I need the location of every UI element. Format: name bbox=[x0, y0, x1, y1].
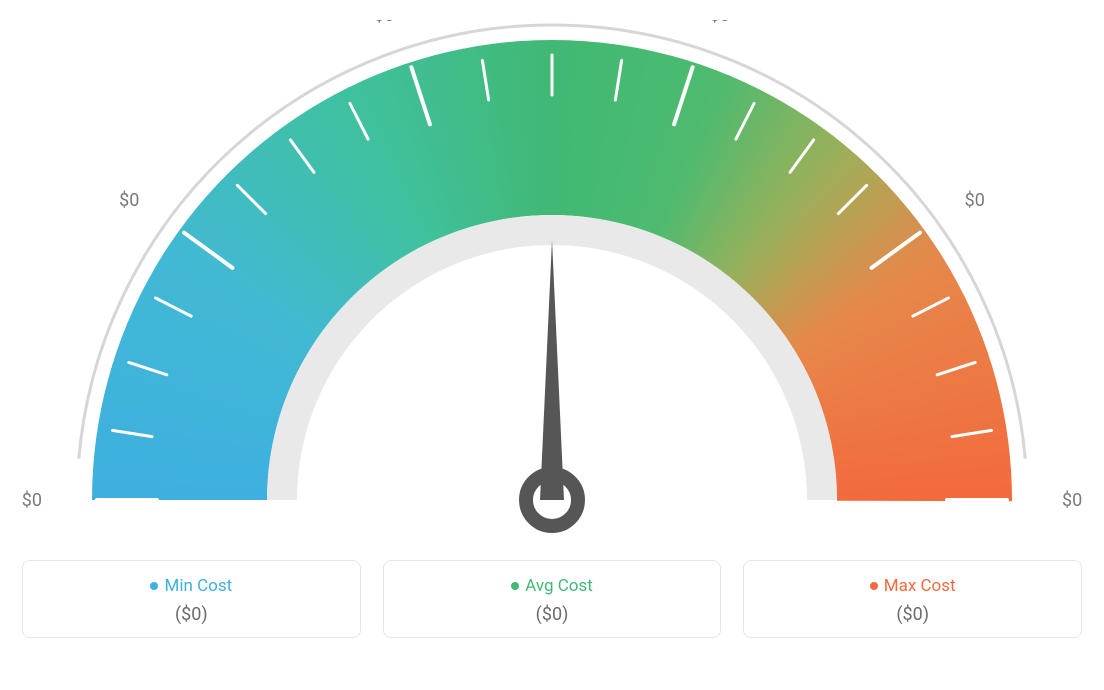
gauge-tick-label: $0 bbox=[1062, 490, 1082, 511]
gauge-tick-label: $0 bbox=[710, 20, 730, 26]
gauge-tick-label: $0 bbox=[965, 190, 985, 211]
legend-card-avg: Avg Cost ($0) bbox=[383, 560, 722, 638]
legend-card-min: Min Cost ($0) bbox=[22, 560, 361, 638]
legend-value-max: ($0) bbox=[754, 604, 1071, 625]
gauge-tick-label: $0 bbox=[22, 490, 42, 511]
gauge-svg: $0 $0 $0 $0 $0 $0 bbox=[22, 20, 1082, 550]
legend-text-max: Max Cost bbox=[884, 576, 956, 596]
legend-text-avg: Avg Cost bbox=[525, 576, 593, 596]
legend-value-min: ($0) bbox=[33, 604, 350, 625]
legend-label-min: Min Cost bbox=[150, 576, 232, 596]
legend-label-avg: Avg Cost bbox=[511, 576, 593, 596]
gauge-tick-label: $0 bbox=[119, 190, 139, 211]
gauge-needle bbox=[526, 240, 578, 526]
gauge-tick-label: $0 bbox=[374, 20, 394, 26]
legend-card-max: Max Cost ($0) bbox=[743, 560, 1082, 638]
legend-dot-max bbox=[870, 582, 878, 590]
legend-label-max: Max Cost bbox=[870, 576, 956, 596]
legend-dot-min bbox=[150, 582, 158, 590]
cost-gauge: $0 $0 $0 $0 $0 $0 bbox=[22, 20, 1082, 550]
legend-text-min: Min Cost bbox=[164, 576, 232, 596]
legend-value-avg: ($0) bbox=[394, 604, 711, 625]
legend-dot-avg bbox=[511, 582, 519, 590]
legend-row: Min Cost ($0) Avg Cost ($0) Max Cost ($0… bbox=[22, 560, 1082, 638]
